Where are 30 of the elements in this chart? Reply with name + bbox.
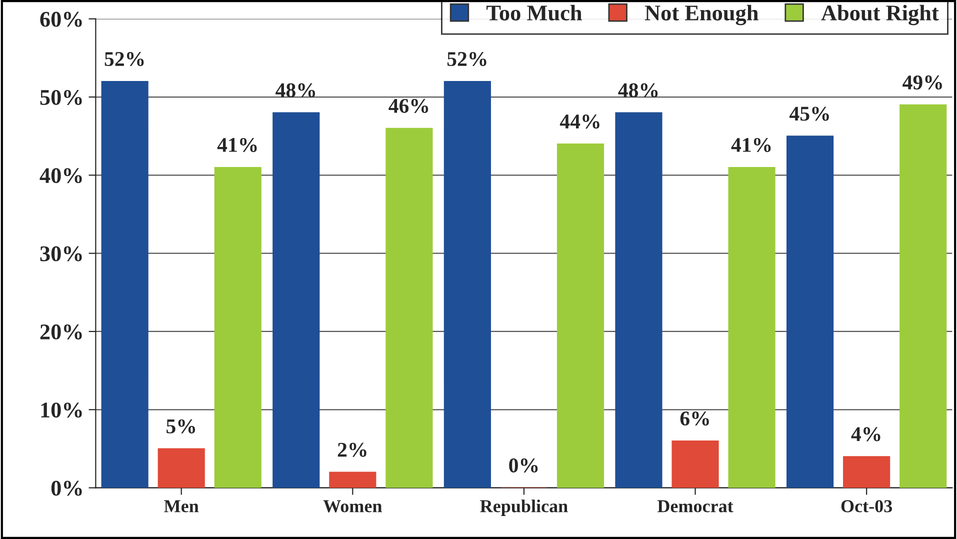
data-label: 49% bbox=[902, 75, 942, 90]
data-label: 0% bbox=[509, 458, 538, 473]
data-label: 41% bbox=[731, 138, 771, 152]
y-tick-label: 10% bbox=[41, 402, 82, 418]
data-label: 5% bbox=[166, 419, 196, 434]
x-tick-label: Democrat bbox=[657, 500, 734, 512]
data-label: 41% bbox=[217, 138, 257, 152]
y-tick-label: 60% bbox=[40, 12, 82, 27]
data-label: 45% bbox=[789, 106, 829, 121]
y-tick-label: 0% bbox=[51, 480, 82, 496]
data-label: 52% bbox=[104, 52, 144, 66]
data-label: 6% bbox=[680, 412, 709, 426]
data-label: 4% bbox=[851, 427, 880, 442]
data-label: 44% bbox=[560, 114, 600, 129]
legend-label: About Right bbox=[821, 4, 939, 26]
data-label: 52% bbox=[447, 52, 486, 66]
legend-label: Not Enough bbox=[644, 4, 758, 26]
data-label: 48% bbox=[618, 83, 658, 98]
x-tick-label: Republican bbox=[480, 500, 568, 516]
data-label: 46% bbox=[388, 98, 428, 114]
y-tick-label: 20% bbox=[40, 324, 82, 340]
x-tick-label: Oct-03 bbox=[841, 500, 892, 512]
x-tick-label: Men bbox=[164, 500, 199, 512]
y-tick-label: 50% bbox=[40, 90, 82, 106]
data-label: 2% bbox=[338, 442, 366, 457]
legend-label: Too Much bbox=[486, 4, 582, 21]
x-tick-label: Women bbox=[323, 500, 382, 512]
y-tick-label: 30% bbox=[40, 246, 82, 262]
y-tick-label: 40% bbox=[40, 168, 82, 184]
data-label: 48% bbox=[276, 83, 316, 98]
